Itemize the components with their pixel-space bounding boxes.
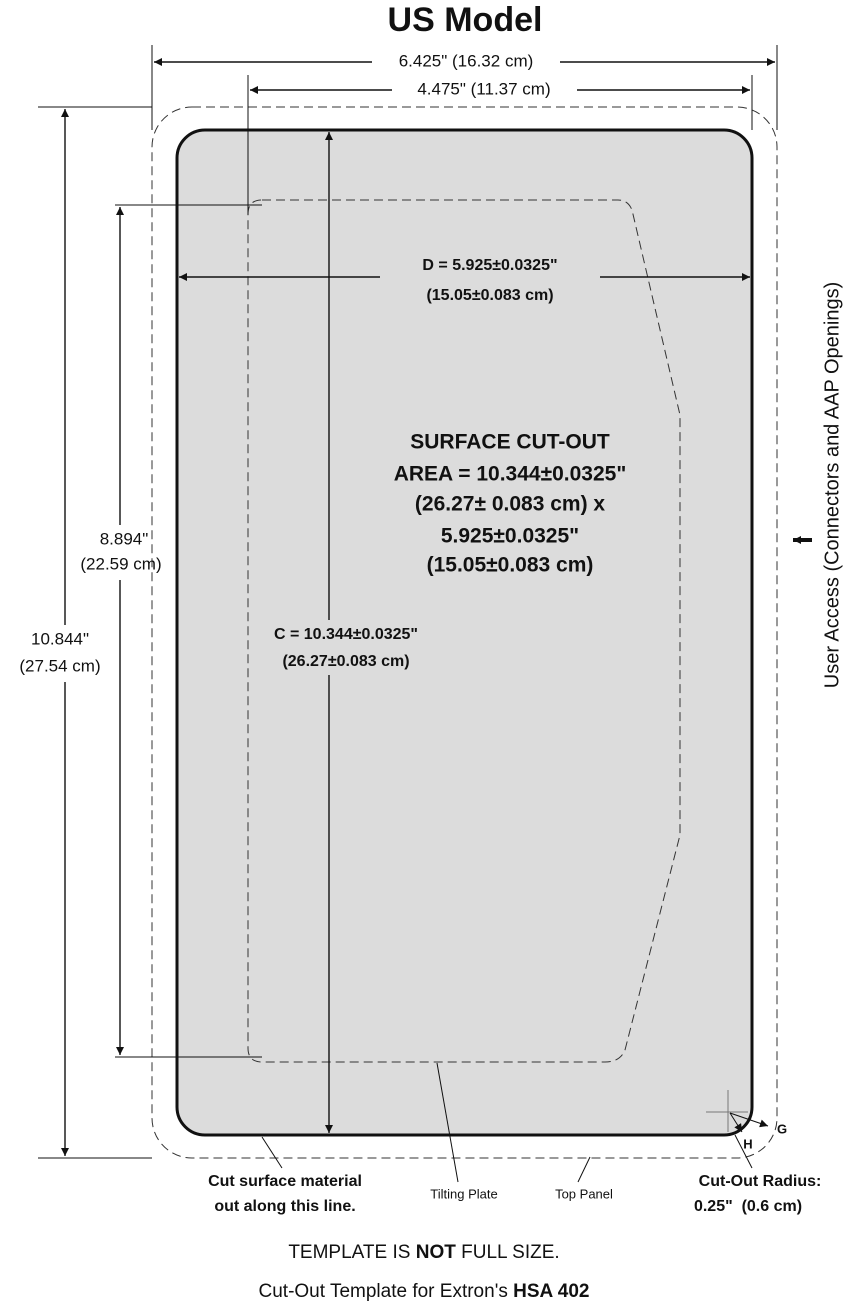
- callout: out along this line.: [214, 1198, 355, 1215]
- area-label: SURFACE CUT-OUT: [410, 431, 610, 454]
- top-panel-outline: [151, 106, 778, 1159]
- footer-caption: Cut-Out Template for Extron's HSA 402: [259, 1281, 590, 1302]
- leader-line: [436, 1062, 459, 1183]
- dimension-label: C = 10.344±0.0325": [274, 626, 418, 643]
- note-text: FULL SIZE.: [456, 1242, 560, 1263]
- area-label: 5.925±0.0325": [441, 525, 579, 548]
- callout: Tilting Plate: [430, 1186, 497, 1201]
- dimension-label: 4.475" (11.37 cm): [417, 79, 550, 98]
- caption-model: HSA 402: [513, 1281, 589, 1302]
- corner-label: G: [777, 1121, 787, 1136]
- corner-label: H: [743, 1136, 752, 1151]
- area-label: AREA = 10.344±0.0325": [394, 463, 627, 486]
- caption-text: Cut-Out Template for Extron's: [259, 1281, 514, 1302]
- radius-arrow: [729, 1112, 769, 1128]
- leader-line: [261, 1136, 283, 1169]
- side-label: User Access (Connectors and AAP Openings…: [821, 282, 843, 689]
- leader-line: [734, 1134, 753, 1169]
- area-label: (15.05±0.083 cm): [427, 554, 594, 577]
- cut-out-area: [175, 128, 754, 1137]
- note-emphasis: NOT: [416, 1242, 457, 1263]
- area-label: (26.27± 0.083 cm) x: [415, 493, 605, 516]
- callout: 0.25" (0.6 cm): [694, 1198, 802, 1215]
- callout: Top Panel: [555, 1186, 613, 1201]
- dimension-label: (22.59 cm): [80, 554, 161, 573]
- dimension-label: 6.425" (16.32 cm): [399, 51, 534, 70]
- leader-line: [577, 1156, 591, 1183]
- title: US Model: [388, 1, 543, 39]
- dimension-label: (15.05±0.083 cm): [426, 287, 553, 304]
- callout: Cut surface material: [208, 1173, 362, 1190]
- callout: Cut-Out Radius:: [699, 1173, 822, 1190]
- radius-arrow: [729, 1112, 743, 1133]
- dimension-label: (26.27±0.083 cm): [282, 653, 409, 670]
- footer-note: TEMPLATE IS NOT FULL SIZE.: [288, 1242, 559, 1263]
- note-text: TEMPLATE IS: [288, 1242, 415, 1263]
- dimension-label: D = 5.925±0.0325": [422, 257, 557, 274]
- dimension-label: (27.54 cm): [19, 656, 100, 675]
- dimension-label: 10.844": [31, 629, 89, 648]
- dimension-label: 8.894": [100, 529, 149, 548]
